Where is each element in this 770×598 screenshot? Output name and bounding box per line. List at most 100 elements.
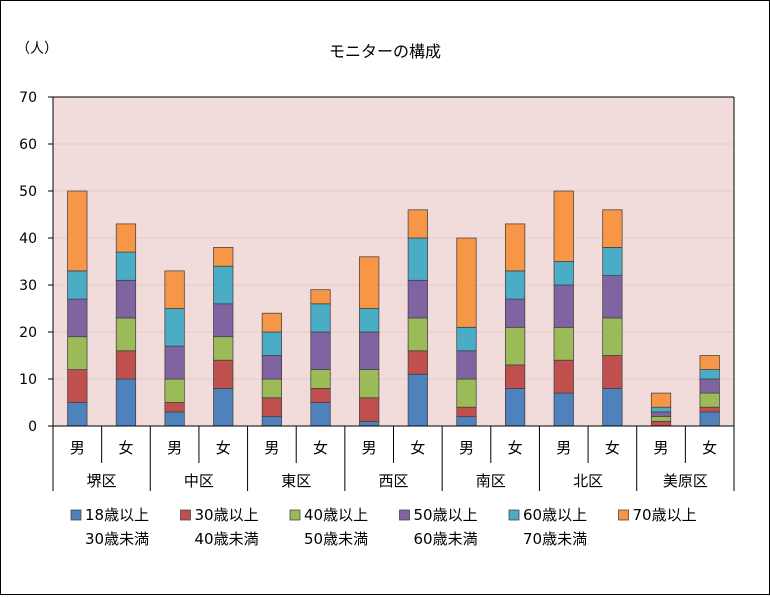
bar-segment	[213, 359, 234, 389]
bar-segment	[213, 303, 234, 338]
bar-segment	[650, 420, 672, 427]
x-tick-label: 女	[313, 439, 328, 457]
legend-swatch	[399, 509, 410, 521]
bar-segment	[359, 308, 380, 333]
bar-segment	[407, 317, 428, 352]
x-tick-label: 女	[702, 439, 717, 457]
x-group-label: 北区	[573, 472, 603, 490]
y-axis-unit-label: （人）	[16, 41, 58, 57]
bar-segment	[261, 312, 282, 333]
x-tick-label: 女	[605, 439, 620, 457]
bar-segment	[553, 392, 574, 427]
bar-segment	[553, 326, 574, 361]
bar-segment	[115, 378, 137, 427]
legend-label-line2: 50歳未満	[304, 530, 368, 548]
x-group-label: 中区	[184, 472, 214, 490]
legend-swatch	[289, 509, 301, 521]
bar-segment	[456, 378, 477, 408]
x-tick-label: 女	[410, 439, 425, 457]
legend-label-line2: 70歳未満	[523, 530, 587, 548]
bar-segment	[67, 369, 88, 403]
bar-segment	[699, 369, 720, 380]
bar-segment	[407, 237, 428, 281]
bar-segment	[456, 237, 477, 328]
x-group-label: 美原区	[663, 472, 708, 490]
x-group-label: 南区	[476, 472, 506, 490]
bar-segment	[115, 251, 137, 281]
bar-segment	[67, 336, 88, 370]
bar-segment	[359, 420, 380, 427]
axes	[48, 96, 735, 491]
bar-segment	[261, 397, 282, 417]
x-tick-label: 男	[556, 439, 571, 457]
legend-swatch	[70, 509, 82, 521]
bar-segment	[602, 317, 623, 356]
bar-segment	[310, 388, 331, 403]
y-tick-label: 40	[19, 231, 37, 247]
bar-segment	[164, 345, 185, 380]
bar-segment	[115, 317, 137, 352]
bar-segment	[553, 261, 574, 286]
bar-segment	[602, 247, 623, 276]
legend-label: 40歳以上	[304, 506, 368, 524]
bar-segment	[505, 326, 526, 366]
legend-label: 18歳以上	[85, 506, 149, 524]
legend-label-line2: 30歳未満	[85, 530, 149, 548]
y-tick-label: 50	[19, 184, 37, 200]
bar-segment	[310, 289, 331, 305]
y-tick-labels: 0 10 20 30 40 50 60 70	[19, 90, 37, 435]
bar-segment	[115, 223, 137, 253]
bar-segment	[407, 373, 428, 427]
bar-segment	[553, 190, 574, 262]
y-tick-label: 20	[19, 325, 37, 341]
bar-segment	[505, 364, 526, 389]
bar-segment	[505, 388, 526, 427]
bar-segment	[699, 411, 720, 427]
x-tick-label: 男	[264, 439, 279, 457]
bar-segment	[261, 416, 282, 427]
y-tick-label: 60	[19, 137, 37, 153]
bar-segment	[67, 402, 88, 427]
bar-segment	[213, 265, 234, 305]
bar-segment	[164, 378, 185, 403]
bar-segment	[164, 402, 185, 413]
chart-title: モニターの構成	[329, 42, 441, 61]
bar-segment	[553, 284, 574, 328]
bar-segment	[310, 303, 331, 333]
y-tick-label: 30	[19, 278, 37, 294]
bar-segment	[650, 392, 672, 408]
x-tick-label: 男	[654, 439, 669, 457]
bar-segment	[213, 336, 234, 361]
bar-segment	[310, 331, 331, 370]
bar-segment	[407, 209, 428, 239]
bar-segment	[115, 279, 137, 319]
bar-segment	[650, 416, 672, 422]
bar-segment	[164, 308, 185, 347]
bar-segment	[699, 392, 720, 408]
bar-segment	[359, 331, 380, 370]
legend-label: 70歳以上	[633, 506, 697, 524]
legend-swatch	[180, 509, 191, 521]
x-category-labels: 男 女 男 女 男 女 男 女 男 女 男 女 男 女堺区 中区 東区 西区 南区 北区 美原区	[70, 439, 717, 490]
x-tick-label: 女	[508, 439, 523, 457]
bar-segment	[602, 209, 623, 248]
bar-segment	[699, 355, 720, 370]
legend-swatch	[508, 509, 520, 521]
bar-segment	[213, 247, 234, 267]
bar-segment	[164, 270, 185, 309]
bar-segment	[67, 298, 88, 338]
bar-segment	[553, 359, 574, 394]
bar-segment	[67, 190, 88, 272]
legend-swatch	[618, 509, 629, 521]
x-tick-label: 男	[459, 439, 474, 457]
y-tick-label: 10	[19, 372, 37, 388]
legend-label: 50歳以上	[414, 506, 478, 524]
bars	[67, 190, 720, 427]
bar-segment	[699, 406, 720, 413]
legend: 18歳以上 30歳未満 30歳以上 40歳未満 40歳以上 50歳未満 50歳以上 60歳未満…	[70, 506, 697, 548]
bar-segment	[699, 378, 720, 394]
y-tick-label: 0	[28, 419, 37, 435]
x-tick-label: 女	[216, 439, 231, 457]
x-tick-label: 男	[362, 439, 377, 457]
